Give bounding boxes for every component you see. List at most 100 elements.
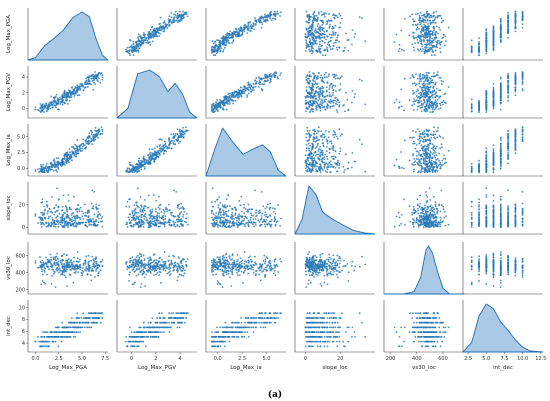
scatter-point [142,42,145,45]
scatter-point [429,96,432,98]
scatter-point [417,99,420,102]
scatter-point [420,155,422,158]
scatter-point [77,89,79,92]
scatter-point [257,82,260,85]
scatter-point [260,27,263,29]
scatter-point [320,98,323,101]
scatter-point [328,140,331,143]
scatter-point [499,99,502,102]
scatter-point [90,77,93,80]
scatter-point [249,87,252,90]
scatter-point [84,221,87,224]
scatter-point [417,96,419,99]
scatter-point [435,106,437,109]
scatter-point [211,40,214,42]
scatter-point [67,158,70,160]
scatter-point [41,104,44,107]
scatter-point [485,50,488,53]
scatter-point [431,49,434,51]
scatter-point [470,39,473,42]
scatter-point [63,155,65,157]
scatter-point [422,21,425,24]
scatter-point [435,103,438,105]
scatter-point [133,46,136,49]
scatter-point [351,166,353,169]
scatter-point [142,157,145,160]
scatter-point [499,142,502,145]
scatter-point [478,111,480,113]
scatter-point [304,50,307,52]
scatter-point [307,133,309,136]
scatter-point [312,96,315,99]
scatter-point [222,36,225,39]
scatter-point [426,19,429,22]
scatter-point [76,84,79,87]
scatter-point [421,90,424,93]
scatter-point [101,78,104,81]
scatter-point [432,133,435,136]
scatter-point [314,162,317,165]
scatter-point [45,102,47,105]
scatter-point [158,29,160,31]
scatter-point [180,16,183,19]
scatter-point [312,164,315,167]
scatter-point [237,94,240,97]
scatter-point [307,43,309,46]
scatter-point [338,152,341,155]
scatter-point [420,30,422,33]
scatter-point [238,31,240,34]
scatter-point [326,29,328,32]
scatter-point [313,15,315,18]
scatter-point [330,99,332,101]
scatter-point [155,155,158,157]
scatter-point [177,136,180,139]
scatter-point [56,160,59,163]
scatter-point [44,105,47,108]
scatter-point [316,144,319,147]
scatter-point [428,44,431,46]
scatter-point [499,152,502,154]
scatter-point [308,71,311,73]
scatter-point [499,85,502,87]
scatter-point [240,29,243,31]
scatter-point [423,130,426,133]
scatter-point [353,36,356,38]
scatter-point [423,28,425,31]
scatter-point [168,147,170,150]
scatter-point [56,108,59,110]
scatter-point [305,78,308,81]
scatter-point [424,24,426,27]
scatter-point [236,35,238,38]
scatter-point [324,108,327,111]
scatter-point [434,34,437,37]
scatter-point [132,54,135,57]
scatter-point [434,49,437,52]
scatter-point [313,132,315,135]
scatter-point [485,169,488,172]
scatter-point [317,23,319,25]
scatter-point [514,18,517,21]
scatter-point [432,167,434,170]
scatter-point [254,79,256,81]
scatter-point [485,52,488,55]
scatter-point [431,96,434,99]
scatter-point [63,101,65,104]
scatter-point [426,36,429,39]
scatter-point [137,51,140,53]
scatter-point [334,32,336,34]
scatter-point [514,14,517,17]
scatter-point [179,130,182,133]
scatter-point [224,46,226,49]
scatter-point [420,169,423,171]
scatter-point [231,93,234,96]
scatter-point [231,32,234,35]
scatter-point [261,23,264,25]
scatter-point [430,156,432,159]
scatter-point [314,82,317,85]
scatter-point [173,16,176,19]
scatter-point [239,26,242,29]
scatter-point [339,22,342,24]
scatter-point [53,166,56,168]
scatter-point [312,101,315,103]
scatter-point [231,95,234,97]
